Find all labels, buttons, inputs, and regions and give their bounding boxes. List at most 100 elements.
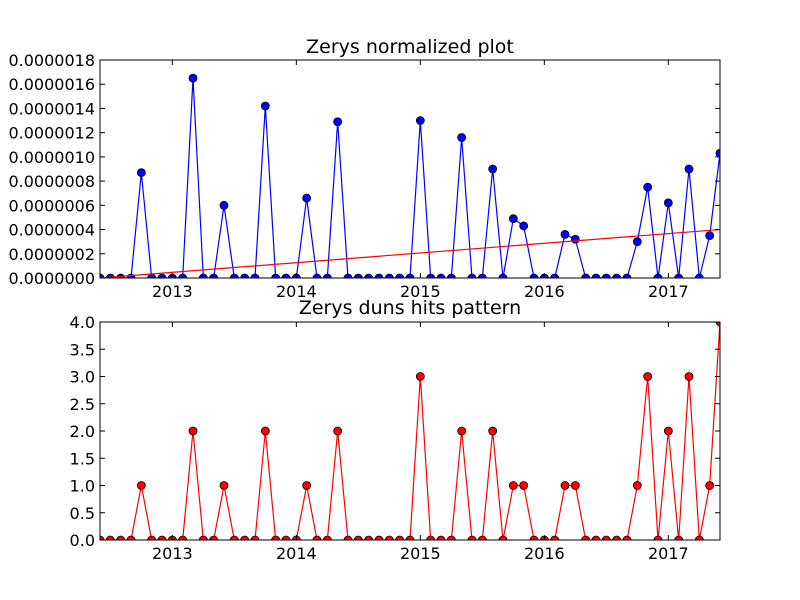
data-point [550,273,560,278]
data-point [632,481,642,490]
data-point [302,193,312,203]
data-point [508,481,518,490]
data-point [415,372,425,381]
data-point [178,535,188,540]
data-point [198,273,208,278]
data-point [560,481,570,490]
data-point [498,535,508,540]
data-point [353,273,363,278]
data-point [467,535,477,540]
data-point [136,168,146,178]
data-point [591,535,601,540]
data-point [271,535,281,540]
data-point [601,535,611,540]
data-point [477,535,487,540]
data-point [219,481,229,490]
data-point [457,426,467,436]
data-point [333,117,343,127]
y-tick-label: 4.0 [70,313,95,332]
data-point [612,273,622,278]
y-tick-label: 0.0000000 [8,269,95,288]
x-tick-label: 2013 [152,544,193,563]
data-point [100,273,105,278]
plot-area [99,321,721,541]
data-point [105,535,115,540]
data-point [519,481,529,490]
data-point [643,182,653,192]
data-point [529,273,539,278]
data-point [219,200,229,210]
data-point [570,234,580,244]
plot-clip [100,322,720,540]
data-point [519,221,529,231]
data-point [694,535,704,540]
y-tick-label: 0.5 [70,504,95,523]
data-point [436,535,446,540]
data-point [260,426,270,436]
data-point [240,535,250,540]
data-point [674,535,684,540]
data-point [395,535,405,540]
data-point [229,535,239,540]
y-tick-label: 2.0 [70,422,95,441]
data-point [684,372,694,381]
data-point [570,481,580,490]
data-point [229,273,239,278]
data-point [312,535,322,540]
data-point [498,273,508,278]
x-tick-label: 2017 [648,282,689,301]
data-point [684,164,694,174]
data-point [209,535,219,540]
data-point [488,426,498,436]
data-point [395,273,405,278]
axes-ticks: 2013 2014 2015 2016 2017 0.0 0.5 1.0 1.5 2.0 2.5 3.… [70,313,720,563]
data-point [457,133,467,142]
y-tick-label: 3.0 [70,368,95,387]
data-point [384,273,394,278]
y-tick-label: 0.0000014 [8,99,95,118]
y-tick-label: 0.0000012 [8,124,95,143]
y-tick-label: 0.0000006 [8,196,95,215]
data-point [384,535,394,540]
y-tick-label: 1.0 [70,477,95,496]
data-point [271,273,281,278]
data-point [612,535,622,540]
axes-frame [99,59,721,279]
data-point [126,535,136,540]
data-point [653,273,663,278]
data-point [581,535,591,540]
data-point [374,535,384,540]
data-point [663,426,673,436]
data-point [312,273,322,278]
data-point [364,535,374,540]
data-point [508,214,518,224]
y-tick-label: 0.0000016 [8,75,95,94]
data-point [100,535,105,540]
data-point [705,481,715,490]
data-point [240,273,250,278]
data-point [426,273,436,278]
data-point [415,116,425,125]
data-point [581,273,591,278]
data-point [560,229,570,239]
x-tick-label: 2016 [524,282,565,301]
y-tick-label: 0.0000018 [8,51,95,70]
data-point [250,273,260,278]
x-tick-label: 2014 [276,544,317,563]
data-point [302,481,312,490]
data-point [622,535,632,540]
data-point [136,481,146,490]
data-point [333,426,343,436]
data-point [322,273,332,278]
x-tick-label: 2013 [152,282,193,301]
data-point [591,273,601,278]
chart-title: Zerys normalized plot [306,36,514,58]
y-tick-label: 0.0000008 [8,172,95,191]
data-point [188,426,198,436]
trend-line [100,228,720,278]
data-point [198,535,208,540]
data-point [488,164,498,174]
data-point [405,535,415,540]
y-tick-label: 2.5 [70,395,95,414]
